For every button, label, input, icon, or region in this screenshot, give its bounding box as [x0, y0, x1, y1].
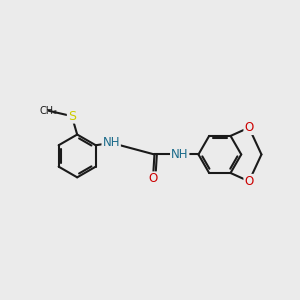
Text: NH: NH: [102, 136, 120, 149]
Text: S: S: [68, 110, 76, 123]
Text: O: O: [244, 175, 254, 188]
Text: O: O: [148, 172, 158, 185]
Text: CH₃: CH₃: [40, 106, 58, 116]
Text: O: O: [244, 121, 254, 134]
Text: NH: NH: [171, 148, 188, 161]
